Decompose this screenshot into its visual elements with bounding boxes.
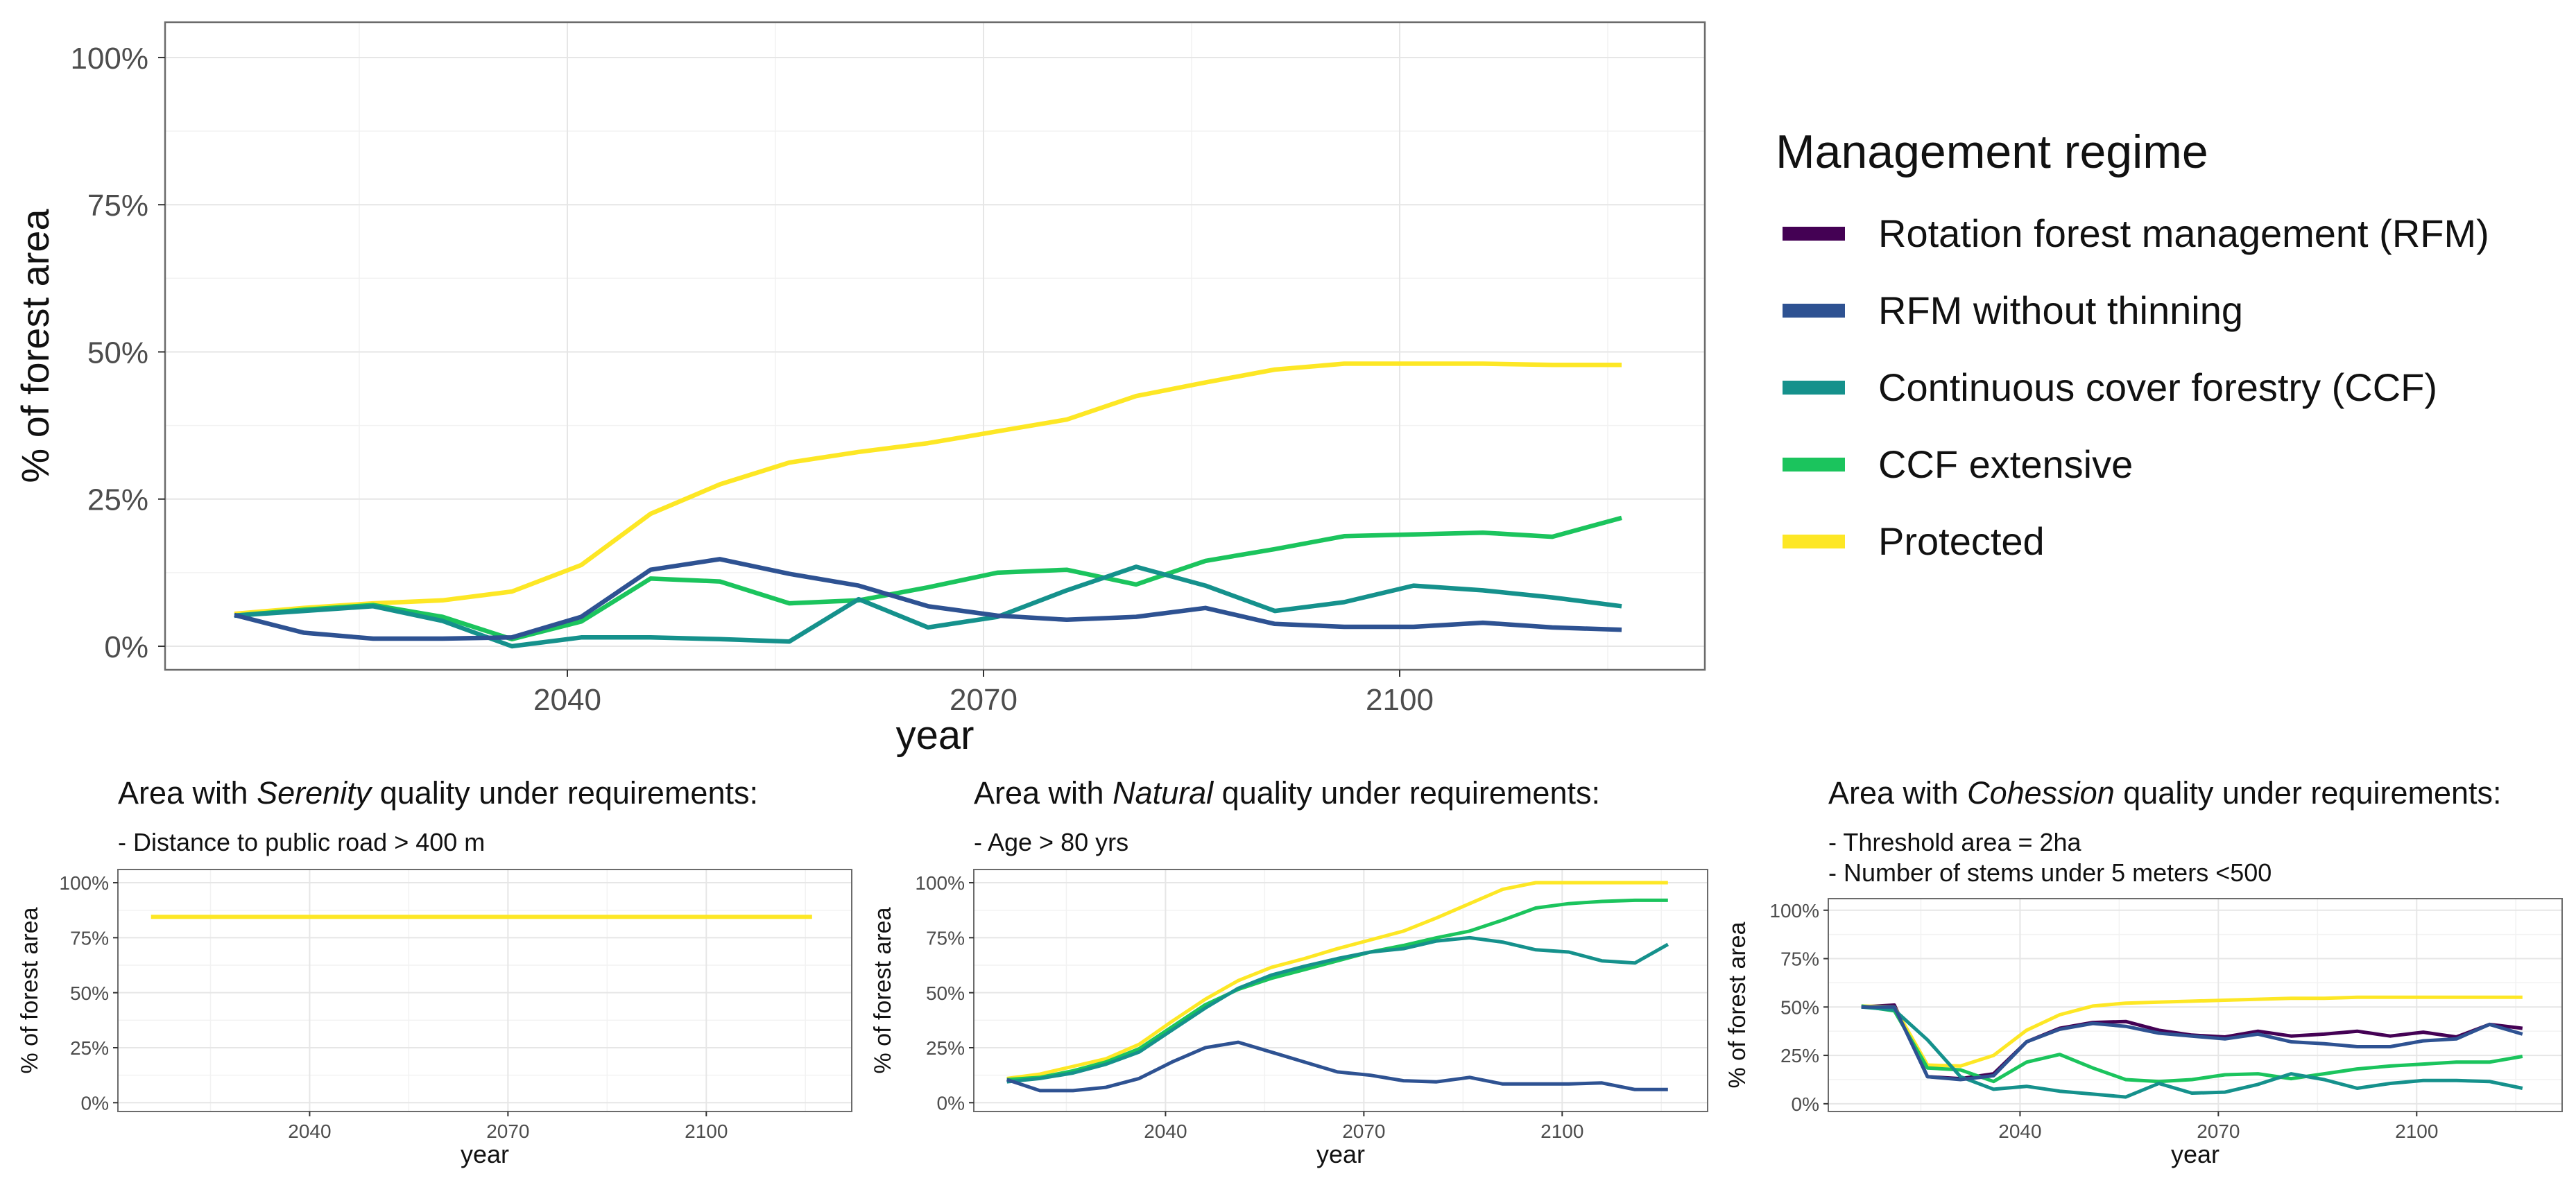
natural-series-continuous-cover-forestry-ccf <box>1006 935 1669 1084</box>
cohession-title-suffix: quality under requirements: <box>2114 775 2502 811</box>
natural-panel-title: Area with Natural quality under requirem… <box>974 775 1600 811</box>
natural-title-suffix: quality under requirements: <box>1213 775 1600 811</box>
cohession-xtick-label: 2040 <box>1998 1121 2041 1142</box>
natural-title-quality: Natural <box>1113 775 1214 811</box>
main-xtick-label: 2070 <box>950 683 1017 717</box>
legend-label-ccf: Continuous cover forestry (CCF) <box>1878 365 2438 409</box>
cohession-series-rfm-without-thinning <box>1861 1005 2523 1082</box>
main-x-axis-title: year <box>896 713 974 758</box>
cohession-title-quality: Cohession <box>1967 775 2115 811</box>
natural-ytick-label: 75% <box>926 927 965 949</box>
main-series-rfm-without-thinning <box>234 557 1622 641</box>
natural-series-protected <box>1006 881 1668 1080</box>
natural-xtick-label: 2040 <box>1144 1121 1187 1142</box>
legend-label-rfm-without-thinning: RFM without thinning <box>1878 288 2244 332</box>
legend-swatch-rfm-without-thinning <box>1783 304 1845 318</box>
main-ytick-label: 0% <box>104 630 148 664</box>
main-ytick-label: 75% <box>87 189 148 223</box>
natural-title-prefix: Area with <box>974 775 1113 811</box>
main-ytick-label: 25% <box>87 483 148 517</box>
serenity-panel-title: Area with Serenity quality under require… <box>118 775 758 811</box>
cohession-requirement-1: - Threshold area = 2ha <box>1828 828 2081 856</box>
natural-series-ccf-extensive <box>1006 898 1668 1082</box>
main-series-protected <box>234 361 1622 616</box>
cohession-ytick-label: 75% <box>1780 949 1819 970</box>
legend-label-protected: Protected <box>1878 519 2045 563</box>
serenity-title-suffix: quality under requirements: <box>371 775 758 811</box>
cohession-series-protected <box>1861 995 2523 1068</box>
serenity-panel-border <box>117 869 852 1112</box>
natural-xtick-label: 2070 <box>1342 1121 1385 1142</box>
cohession-series-continuous-cover-forestry-ccf <box>1861 1005 2523 1099</box>
serenity-y-axis-title: % of forest area <box>17 907 43 1073</box>
cohession-series-ccf-extensive <box>1861 1004 2523 1084</box>
serenity-ytick-label: 50% <box>70 983 109 1004</box>
legend-swatch-ccf-extensive <box>1783 458 1845 472</box>
natural-x-axis-title: year <box>1316 1140 1365 1168</box>
serenity-ytick-label: 100% <box>59 872 109 894</box>
serenity-ytick-label: 0% <box>81 1092 109 1114</box>
serenity-chart: 0% 25% 50% 75% 100% 2040 2070 2100 year % of fore… <box>17 869 852 1168</box>
cohession-requirement-2: - Number of stems under 5 meters <500 <box>1828 858 2272 887</box>
cohession-panel-border <box>1828 898 2563 1112</box>
cohession-title-prefix: Area with <box>1828 775 1968 811</box>
main-xtick-label: 2100 <box>1366 683 1434 717</box>
cohession-x-axis-title: year <box>2171 1140 2219 1168</box>
main-series-ccf-extensive <box>234 515 1622 642</box>
main-ytick-label: 50% <box>87 336 148 370</box>
natural-series-rfm-without-thinning <box>1006 1040 1668 1093</box>
natural-panel-border <box>973 869 1708 1112</box>
serenity-xtick-label: 2100 <box>685 1121 728 1142</box>
legend-label-rfm: Rotation forest management (RFM) <box>1878 211 2489 255</box>
main-ytick-label: 100% <box>70 42 148 76</box>
serenity-ytick-label: 75% <box>70 927 109 949</box>
serenity-title-quality: Serenity <box>257 775 372 811</box>
natural-chart: 0% 25% 50% 75% 100% 2040 2070 2100 year % of fore… <box>870 869 1708 1168</box>
cohession-xtick-label: 2070 <box>2197 1121 2240 1142</box>
cohession-chart: 0% 25% 50% 75% 100% 2040 2070 2100 year % of fore… <box>1724 898 2563 1168</box>
main-y-axis-title: % of forest area <box>13 208 57 483</box>
natural-ytick-label: 0% <box>937 1092 965 1114</box>
main-chart: 0% 25% 50% 75% 100% 2040 2070 2100 year % of fore… <box>13 21 1706 758</box>
natural-requirement: - Age > 80 yrs <box>974 828 1129 856</box>
legend-swatch-rfm <box>1783 227 1845 241</box>
cohession-xtick-label: 2100 <box>2395 1121 2438 1142</box>
legend-swatch-ccf <box>1783 381 1845 395</box>
natural-xtick-label: 2100 <box>1540 1121 1583 1142</box>
serenity-xtick-label: 2070 <box>486 1121 529 1142</box>
natural-ytick-label: 100% <box>915 872 965 894</box>
cohession-ytick-label: 100% <box>1769 900 1819 922</box>
cohession-ytick-label: 25% <box>1780 1045 1819 1066</box>
cohession-ytick-label: 0% <box>1792 1093 1819 1115</box>
main-xtick-label: 2040 <box>533 683 601 717</box>
main-plot-area <box>165 22 1705 670</box>
natural-ytick-label: 25% <box>926 1037 965 1059</box>
serenity-title-prefix: Area with <box>118 775 257 811</box>
natural-y-axis-title: % of forest area <box>870 907 896 1073</box>
main-panel-border <box>164 21 1706 671</box>
natural-ytick-label: 50% <box>926 983 965 1004</box>
serenity-requirement: - Distance to public road > 400 m <box>118 828 486 856</box>
serenity-x-axis-title: year <box>461 1140 509 1168</box>
cohession-ytick-label: 50% <box>1780 996 1819 1018</box>
cohession-panel-title: Area with Cohession quality under requir… <box>1828 775 2502 811</box>
main-series-continuous-cover-forestry-ccf <box>234 564 1622 649</box>
legend-label-ccf-extensive: CCF extensive <box>1878 442 2133 486</box>
cohession-y-axis-title: % of forest area <box>1724 922 1751 1088</box>
legend-swatch-protected <box>1783 535 1845 548</box>
serenity-xtick-label: 2040 <box>288 1121 331 1142</box>
serenity-ytick-label: 25% <box>70 1037 109 1059</box>
legend-title: Management regime <box>1776 126 2208 178</box>
